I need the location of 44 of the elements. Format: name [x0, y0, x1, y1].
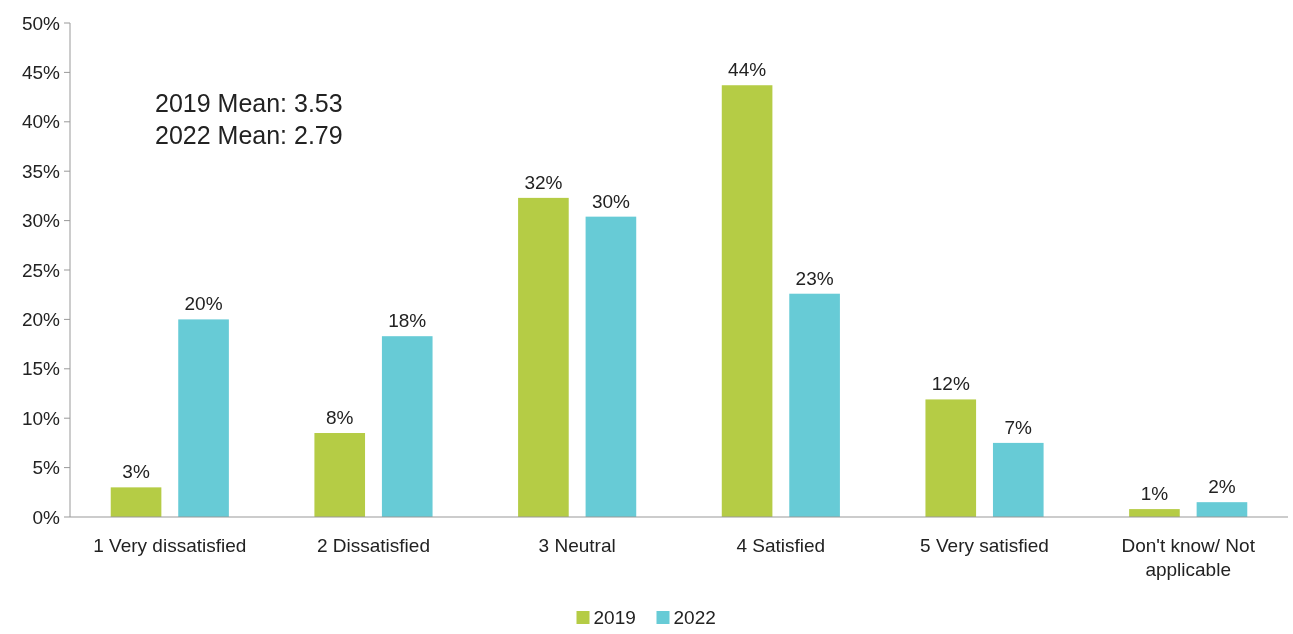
bar — [992, 442, 1044, 517]
data-label: 20% — [184, 293, 223, 315]
data-label: 23% — [795, 267, 834, 289]
y-tick-label: 40% — [21, 111, 61, 133]
x-tick-label: 1 Very dissatisfied — [93, 535, 247, 556]
bar — [381, 336, 433, 517]
data-label: 32% — [524, 171, 563, 193]
legend-label: 2019 — [593, 607, 636, 628]
data-label: 30% — [591, 190, 631, 212]
y-tick-label: 0% — [32, 506, 61, 528]
bar — [314, 433, 366, 517]
data-label: 2% — [1208, 476, 1236, 498]
y-tick-label: 20% — [21, 309, 61, 331]
x-tick-label: 2 Dissatisfied — [316, 535, 430, 556]
y-tick-label: 25% — [21, 259, 61, 281]
x-tick-label: Don't know/ Not applicable — [1121, 535, 1256, 580]
y-tick-label: 30% — [21, 210, 61, 232]
y-tick-label: 35% — [21, 160, 61, 182]
y-tick-label: 10% — [21, 407, 61, 429]
legend-label: 2022 — [673, 607, 716, 628]
bar — [110, 487, 162, 517]
annotation: 2019 Mean: 3.53 — [155, 89, 343, 117]
data-label: 44% — [728, 59, 767, 81]
bar — [925, 399, 977, 517]
bar — [789, 293, 840, 517]
bar — [585, 216, 637, 517]
x-tick-label: 3 Neutral — [538, 535, 616, 556]
bar — [178, 319, 229, 517]
data-label: 18% — [388, 310, 427, 332]
bar — [518, 197, 569, 517]
data-label: 1% — [1140, 483, 1169, 505]
annotation: 2022 Mean: 2.79 — [155, 121, 343, 149]
x-tick-label: 5 Very satisfied — [920, 535, 1049, 556]
x-tick-label: 4 Satisfied — [736, 535, 826, 556]
y-tick-label: 15% — [21, 358, 61, 380]
y-tick-label: 50% — [21, 12, 61, 34]
bar — [1196, 502, 1248, 517]
data-label: 12% — [931, 373, 970, 395]
data-label: 3% — [122, 461, 150, 483]
bar — [721, 85, 773, 517]
y-tick-label: 5% — [32, 457, 61, 479]
data-label: 7% — [1004, 416, 1033, 438]
y-tick-label: 45% — [21, 62, 61, 84]
data-label: 8% — [325, 407, 354, 429]
